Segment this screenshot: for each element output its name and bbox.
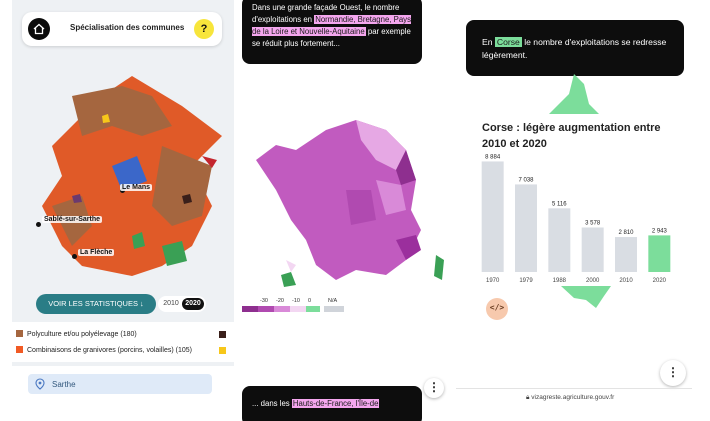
story-text-part: par exemple se réduit plus fortement...	[252, 27, 411, 48]
bar-1988	[548, 208, 571, 272]
map-header: Spécialisation des communes ?	[22, 12, 222, 46]
legend-swatch	[290, 306, 306, 312]
map-legend: Polyculture et/ou polyélevage (180) Comb…	[12, 322, 234, 362]
value-label-1979: 7 038	[518, 177, 534, 183]
sable-marker[interactable]	[36, 222, 41, 227]
tick-label-2020: 2020	[653, 278, 667, 284]
tick-label-1970: 1970	[486, 278, 500, 284]
site-url[interactable]: 🔒︎ vizagreste.agriculture.gouv.fr	[526, 394, 614, 402]
lock-icon: 🔒︎	[526, 394, 530, 401]
region-highlight: Hauts-de-France, l'Île-de	[291, 399, 380, 408]
town-label-la-fleche: La Flèche	[78, 249, 115, 256]
sarthe-communes-map[interactable]	[12, 56, 234, 286]
kebab-icon: ⋮	[428, 380, 440, 394]
legend-swatch	[219, 331, 226, 338]
kebab-icon: ⋮	[667, 365, 679, 379]
legend-tick: 0	[308, 298, 312, 304]
bar-2010	[615, 237, 637, 272]
chart-title: Corse : légère augmentation entre 2010 e…	[482, 122, 661, 150]
story-text: Dans une grande façade Ouest, le nombre …	[252, 2, 412, 50]
corse-farms-bar-chart: 8 884 1970 7 038 1979 5 116 1988 3 578 2000 2 81…	[481, 154, 671, 284]
france-map-panel: Dans une grande façade Ouest, le nombre …	[236, 0, 454, 421]
la-fleche-marker[interactable]	[72, 254, 77, 259]
year-option-2020[interactable]: 2020	[182, 298, 204, 310]
story-text: ... dans les Hauts-de-France, l'Île-de	[252, 398, 412, 410]
legend-tick: -30	[260, 298, 268, 304]
legend-swatch	[16, 330, 23, 337]
tick-label-2000: 2000	[586, 278, 600, 284]
story-text: En Corse le nombre d'exploitations se re…	[482, 36, 672, 62]
legend-tick: -20	[276, 298, 284, 304]
story-card-next: ... dans les Hauts-de-France, l'Île-de	[242, 386, 422, 421]
story-text-part: Dans une grande façade Ouest, le nombre …	[252, 3, 400, 24]
view-statistics-button[interactable]: VOIR LES STATISTIQUES ↓	[36, 294, 156, 314]
arrow-down-icon: ↓	[140, 299, 144, 308]
home-icon	[33, 23, 45, 35]
view-statistics-label: VOIR LES STATISTIQUES	[48, 299, 138, 308]
footer-divider	[456, 388, 692, 389]
corse-map-shape	[561, 286, 611, 308]
year-toggle[interactable]: 2010 2020	[158, 296, 206, 312]
legend-swatch	[242, 306, 258, 312]
tick-label-1988: 1988	[553, 278, 567, 284]
location-pin-icon	[35, 378, 45, 390]
more-options-button[interactable]: ⋮	[660, 360, 686, 386]
story-text-part: le nombre d'exploitations se redresse lé…	[482, 37, 667, 60]
search-area	[12, 366, 234, 421]
change-legend: -30 -20 -10 0 N/A	[242, 298, 346, 318]
help-button[interactable]: ?	[194, 19, 214, 39]
legend-swatch	[274, 306, 290, 312]
code-icon: </>	[489, 303, 505, 312]
more-options-button[interactable]: ⋮	[424, 378, 444, 398]
legend-tick: -10	[292, 298, 300, 304]
tick-label-2010: 2010	[619, 278, 633, 284]
sarthe-map-panel: Spécialisation des communes ? Le Mans Sa…	[12, 0, 234, 421]
year-option-2010[interactable]: 2010	[163, 300, 179, 307]
town-label-sable: Sablé-sur-Sarthe	[42, 216, 103, 223]
legend-swatch	[324, 306, 344, 312]
search-input[interactable]	[52, 377, 202, 391]
region-highlight: Corse	[494, 37, 522, 47]
value-label-1970: 8 884	[485, 154, 501, 160]
value-label-2010: 2 810	[618, 230, 634, 236]
embed-code-button[interactable]: </>	[486, 298, 508, 320]
value-label-1988: 5 116	[552, 201, 567, 207]
bar-1970	[481, 161, 504, 272]
legend-swatch	[306, 306, 320, 312]
bar-2020	[648, 235, 671, 272]
story-text-part: ... dans les	[252, 399, 292, 408]
legend-label: Combinaisons de granivores (porcins, vol…	[27, 347, 192, 354]
legend-swatch	[258, 306, 274, 312]
search-box[interactable]	[28, 374, 212, 394]
story-card: En Corse le nombre d'exploitations se re…	[466, 20, 684, 76]
france-departments-map[interactable]	[236, 90, 454, 300]
bar-2000	[581, 227, 604, 272]
legend-label: Polyculture et/ou polyélevage (180)	[27, 331, 137, 338]
site-url-text: vizagreste.agriculture.gouv.fr	[531, 394, 615, 401]
tick-label-1979: 1979	[519, 278, 533, 284]
legend-swatch	[16, 346, 23, 353]
town-label-le-mans: Le Mans	[120, 184, 153, 191]
story-card: Dans une grande façade Ouest, le nombre …	[242, 0, 422, 64]
corse-panel: En Corse le nombre d'exploitations se re…	[456, 0, 692, 421]
corse-map-shape	[549, 74, 599, 114]
map-title: Spécialisation des communes	[70, 23, 185, 32]
legend-swatch	[219, 347, 226, 354]
home-button[interactable]	[28, 18, 50, 40]
value-label-2000: 3 578	[585, 220, 601, 226]
story-text-part: En	[482, 37, 495, 47]
value-label-2020: 2 943	[652, 228, 668, 234]
legend-item: Combinaisons de granivores (porcins, vol…	[16, 346, 192, 354]
bar-1979	[515, 184, 537, 272]
legend-tick: N/A	[328, 298, 338, 304]
legend-item: Polyculture et/ou polyélevage (180)	[16, 330, 137, 338]
